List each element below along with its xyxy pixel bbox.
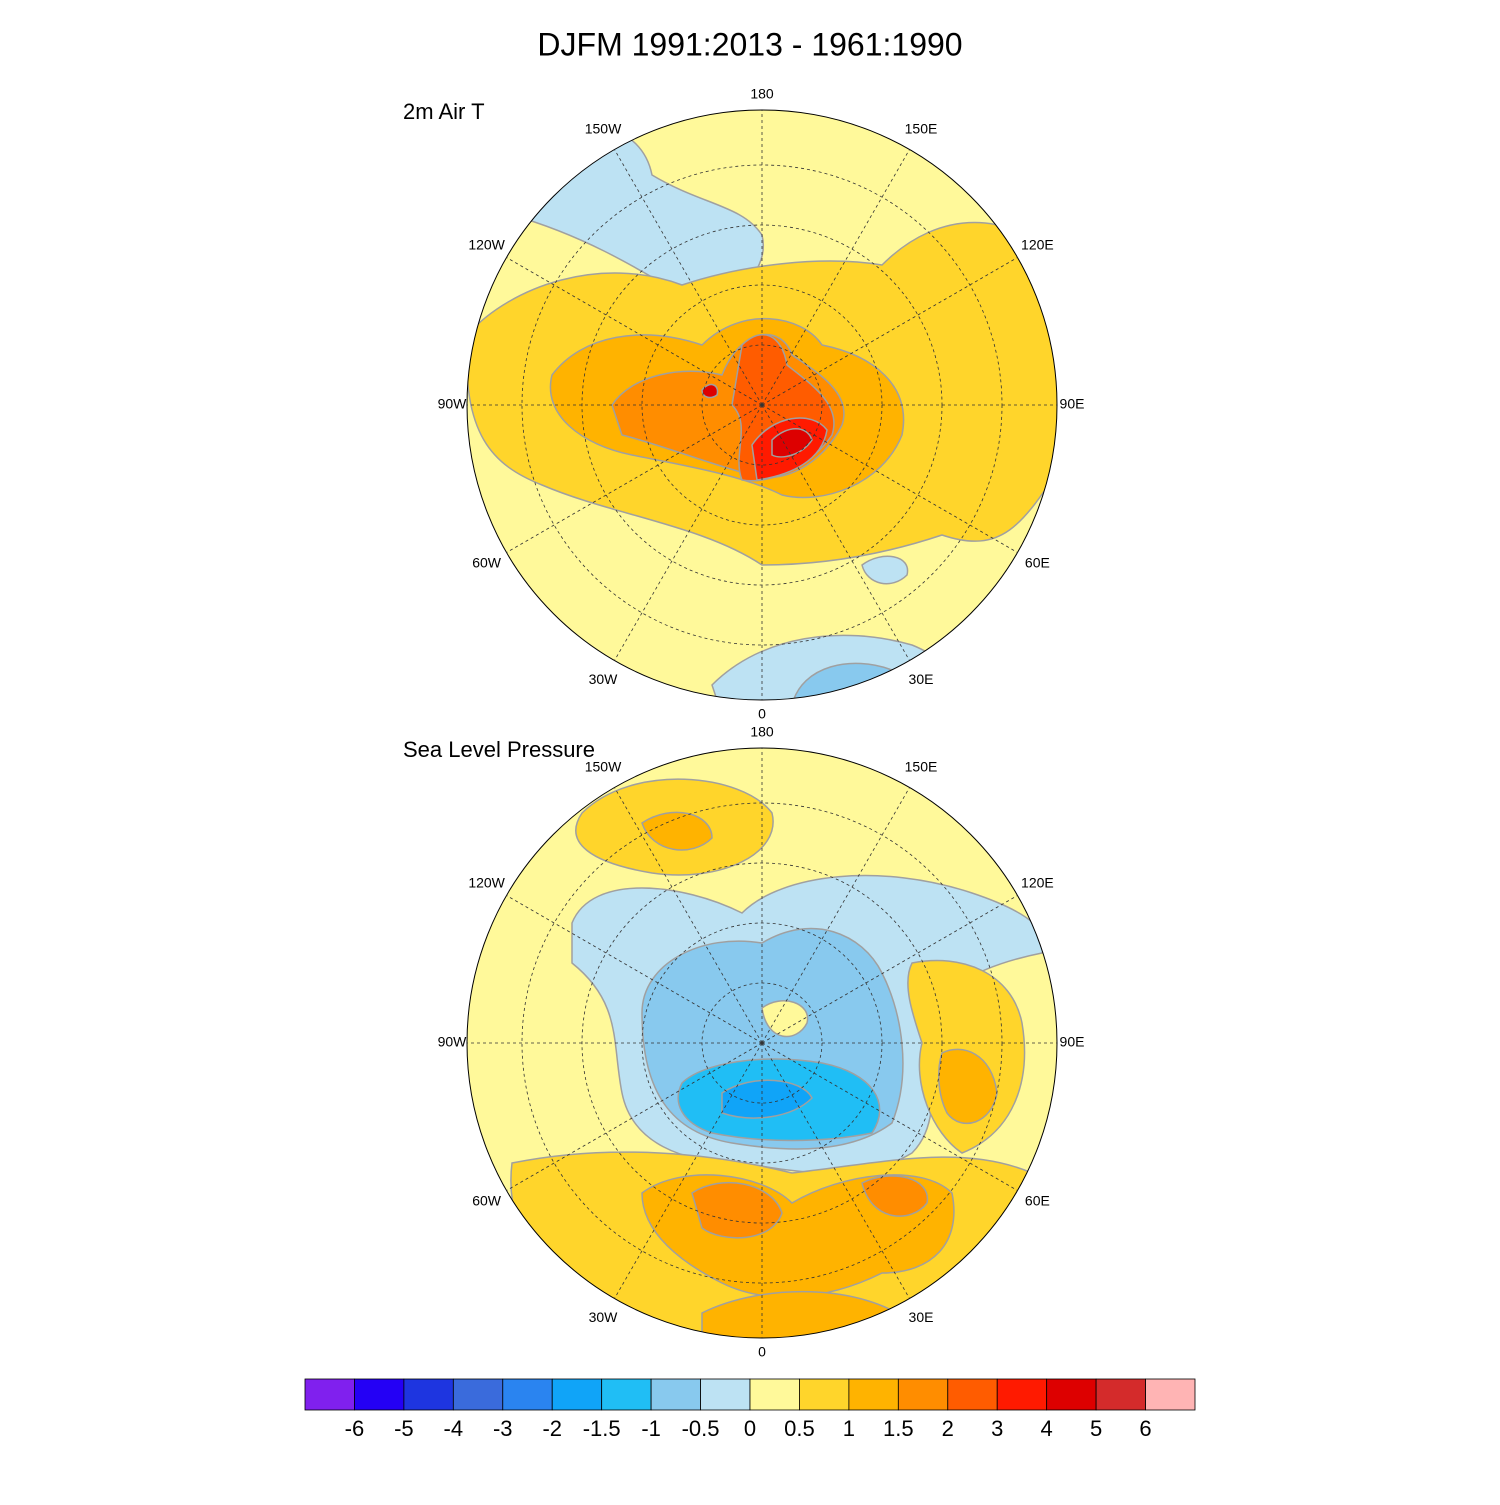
meridian-line	[761, 257, 1018, 406]
colorbar-box	[897, 1378, 949, 1411]
longitude-label: 90E	[1060, 396, 1085, 412]
contour-region	[761, 1000, 809, 1038]
longitude-label: 90E	[1060, 1034, 1085, 1050]
contour-region	[937, 1048, 998, 1124]
meridian-line	[506, 257, 763, 406]
colorbar-label: 1	[843, 1416, 855, 1441]
longitude-label: 0	[758, 1344, 766, 1360]
longitude-label: 150E	[905, 120, 938, 136]
colorbar-label: 3	[991, 1416, 1003, 1441]
meridian-line	[761, 895, 1018, 1044]
colorbar-box	[996, 1378, 1048, 1411]
colorbar: -6 -5 -4 -3 -2 -1.5 -1 -0.5 0 0.5 1 1.5 2 3 4 5 6	[304, 1378, 1196, 1441]
longitude-label: 120W	[468, 237, 505, 253]
meridian-line	[761, 1042, 1018, 1191]
panel-title: Sea Level Pressure	[403, 737, 595, 762]
longitude-label: 120W	[468, 875, 505, 891]
colorbar-label: 1.5	[883, 1416, 914, 1441]
colorbar-label: -4	[444, 1416, 464, 1441]
longitude-label: 150E	[905, 758, 938, 774]
longitude-label: 180	[750, 724, 774, 740]
figure-title: DJFM 1991:2013 - 1961:1990	[537, 26, 962, 62]
longitude-label: 150W	[585, 120, 622, 136]
contour-region	[641, 811, 713, 851]
meridian-line	[614, 149, 763, 406]
longitude-label: 90W	[438, 1034, 468, 1050]
contour-region	[701, 383, 719, 399]
colorbar-box	[848, 1378, 899, 1411]
contour-region	[721, 1079, 813, 1119]
longitude-label: 120E	[1021, 237, 1054, 253]
colorbar-label: -3	[493, 1416, 513, 1441]
colorbar-label: -2	[542, 1416, 562, 1441]
longitude-label: 60E	[1025, 1193, 1050, 1209]
longitude-label: 30E	[909, 1309, 934, 1325]
meridian-line	[761, 787, 910, 1044]
contour-region	[861, 555, 909, 585]
colorbar-box	[1095, 1378, 1146, 1411]
meridian-line	[761, 404, 1018, 553]
colorbar-box	[354, 1378, 405, 1411]
meridian-line	[761, 404, 910, 661]
colorbar-box	[502, 1378, 553, 1411]
colorbar-box	[947, 1378, 998, 1411]
colorbar-label: 6	[1139, 1416, 1151, 1441]
colorbar-box	[1145, 1378, 1196, 1411]
meridian-line	[506, 1042, 763, 1191]
colorbar-label: -0.5	[682, 1416, 720, 1441]
longitude-label: 60W	[472, 1193, 502, 1209]
colorbar-box	[1046, 1378, 1097, 1411]
longitude-label: 180	[750, 86, 774, 102]
meridian-line	[614, 787, 763, 1044]
longitude-label: 30W	[589, 671, 619, 687]
meridian-line	[614, 404, 763, 661]
meridian-line	[506, 404, 763, 553]
polar-map: 0 30E 60E 90E 120E 150E 180 150W 120W 90W 60W 30W	[438, 724, 1085, 1360]
longitude-label: 30E	[909, 671, 934, 687]
colorbar-box	[650, 1378, 701, 1411]
panel-title: 2m Air T	[403, 99, 485, 124]
colorbar-box	[304, 1378, 355, 1411]
colorbar-label: -1	[641, 1416, 661, 1441]
contour-region	[691, 1181, 783, 1239]
longitude-label: 0	[758, 706, 766, 722]
field	[467, 110, 1057, 700]
colorbar-box	[452, 1378, 504, 1411]
colorbar-label: 4	[1041, 1416, 1053, 1441]
contour-region	[861, 1175, 929, 1217]
longitude-label: 120E	[1021, 875, 1054, 891]
polar-map: 0 30E 60E 90E 120E 150E 180 150W 120W 90W 60W 30W	[438, 86, 1085, 722]
colorbar-box	[551, 1378, 603, 1411]
colorbar-label: 0	[744, 1416, 756, 1441]
longitude-label: 150W	[585, 758, 622, 774]
colorbar-label: 2	[942, 1416, 954, 1441]
meridian-line	[761, 1042, 910, 1299]
meridian-line	[506, 895, 763, 1044]
colorbar-box	[799, 1378, 850, 1411]
longitude-label: 60E	[1025, 555, 1050, 571]
longitude-label: 30W	[589, 1309, 619, 1325]
longitude-label: 60W	[472, 555, 502, 571]
colorbar-label: 0.5	[784, 1416, 815, 1441]
colorbar-label: -6	[345, 1416, 365, 1441]
longitude-label: 90W	[438, 396, 468, 412]
colorbar-box	[601, 1378, 652, 1411]
colorbar-box	[749, 1378, 800, 1411]
colorbar-box	[403, 1378, 454, 1411]
colorbar-box	[700, 1378, 751, 1411]
colorbar-label: -1.5	[583, 1416, 621, 1441]
colorbar-label: -5	[394, 1416, 414, 1441]
meridian-line	[761, 149, 910, 406]
meridian-line	[614, 1042, 763, 1299]
colorbar-label: 5	[1090, 1416, 1102, 1441]
